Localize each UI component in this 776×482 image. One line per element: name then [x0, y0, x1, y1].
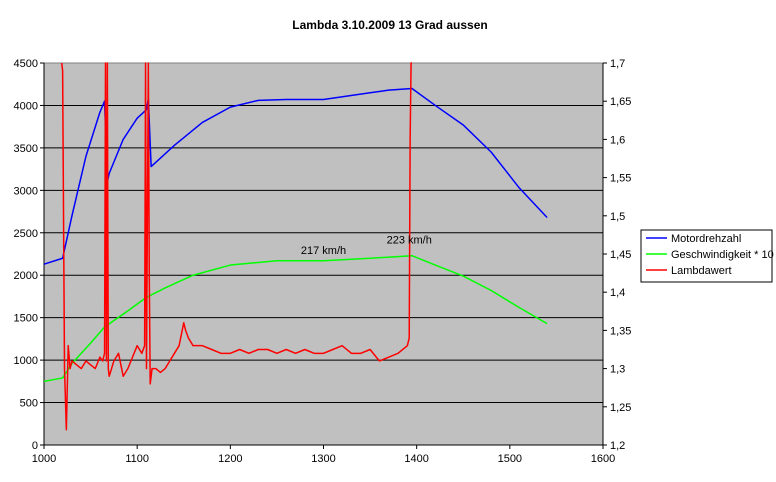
series-layer: [43, 62, 548, 431]
x-tick-label: 1400: [404, 453, 428, 465]
y-tick-label: 1000: [14, 355, 38, 367]
legend-label: Geschwindigkeit * 10: [671, 249, 774, 261]
y-tick-label: 3500: [14, 143, 38, 155]
y-tick-label: 2000: [14, 270, 38, 282]
y2-tick-label: 1,65: [610, 96, 631, 108]
y-tick-label: 500: [20, 398, 38, 410]
legend-items: Motordrehzahl Geschwindigkeit * 10 Lambdaw…: [646, 233, 774, 277]
legend: Motordrehzahl Geschwindigkeit * 10 Lambdaw…: [640, 229, 774, 283]
x-tick-label: 1200: [218, 453, 242, 465]
y2-tick-label: 1,6: [610, 134, 625, 146]
y-tick-label: 4500: [14, 58, 38, 70]
x-tick-label: 1500: [498, 453, 522, 465]
y2-tick-label: 1,45: [610, 249, 631, 261]
y-tick-label: 0: [32, 440, 38, 452]
y-tick-label: 4000: [14, 100, 38, 112]
chart-title: Lambda 3.10.2009 13 Grad aussen: [292, 18, 487, 32]
y2-tick-label: 1,3: [610, 364, 625, 376]
y2-tick-label: 1,4: [610, 287, 625, 299]
annotation-label: 223 km/h: [387, 234, 432, 246]
series-line-3: [60, 62, 413, 431]
legend-label: Lambdawert: [671, 265, 732, 277]
y-tick-label: 1500: [14, 313, 38, 325]
series-line-2: [43, 254, 548, 383]
grid: [44, 104, 603, 404]
x-tick-label: 1600: [591, 453, 615, 465]
plot-area: [43, 62, 604, 446]
y2-tick-label: 1,5: [610, 211, 625, 223]
y2-tick-label: 1,2: [610, 440, 625, 452]
y-tick-label: 2500: [14, 228, 38, 240]
legend-label: Motordrehzahl: [671, 233, 741, 245]
annotation-label: 217 km/h: [301, 245, 346, 257]
y2-tick-label: 1,7: [610, 58, 625, 70]
x-tick-label: 1000: [32, 453, 56, 465]
y2-tick-label: 1,35: [610, 325, 631, 337]
y2-tick-label: 1,55: [610, 173, 631, 185]
x-tick-label: 1300: [311, 453, 335, 465]
series-line-1: [43, 87, 548, 265]
annotations: 217 km/h 223 km/h: [301, 234, 432, 257]
axes: 0500100015002000250030003500400045001,21…: [14, 58, 632, 465]
y2-tick-label: 1,25: [610, 402, 631, 414]
x-tick-label: 1100: [125, 453, 149, 465]
y-tick-label: 3000: [14, 185, 38, 197]
